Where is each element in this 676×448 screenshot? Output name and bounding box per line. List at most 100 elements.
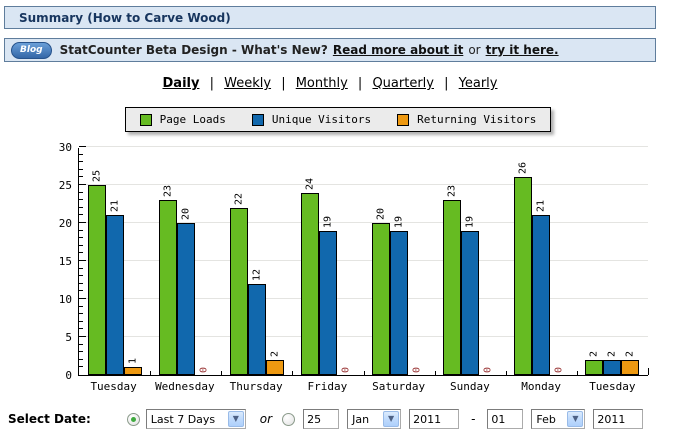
to-month-select[interactable]: Feb ▼ (531, 409, 586, 429)
y-axis-label: 20 (58, 217, 72, 230)
bar-slot: 19 (318, 148, 337, 375)
y-axis-tick (79, 298, 86, 299)
to-month-value: Feb (536, 412, 556, 426)
bar-value-label: 0 (340, 366, 352, 373)
y-axis-tick (79, 336, 86, 337)
legend-label: Unique Visitors (271, 113, 372, 126)
y-axis-tick (79, 260, 86, 261)
bar-value-label: 22 (233, 192, 245, 205)
from-year-input[interactable] (409, 409, 460, 429)
y-axis-tick (79, 214, 83, 216)
x-axis-label: Friday (307, 380, 348, 393)
bar-slot: 0 (408, 148, 426, 375)
y-axis-tick (79, 229, 83, 231)
y-axis-tick (79, 328, 83, 330)
legend-label: Returning Visitors (417, 113, 537, 126)
bar-unique-visitors (532, 215, 551, 375)
bar-slot: 24 (300, 148, 319, 375)
gridline (79, 336, 648, 337)
nav-separator: | (357, 76, 363, 91)
date-preset-select[interactable]: Last 7 Days ▼ (145, 409, 246, 429)
bar-value-label: 2 (624, 350, 636, 357)
from-month-select[interactable]: Jan ▼ (347, 409, 402, 429)
y-axis-label: 25 (58, 179, 72, 192)
to-day-input[interactable] (487, 409, 524, 429)
bar-page-loads (585, 359, 604, 375)
bar-value-label: 0 (553, 366, 565, 373)
y-axis-tick (79, 153, 83, 155)
chevron-down-icon: ▼ (567, 411, 584, 427)
bar-unique-visitors (318, 230, 337, 375)
nav-separator: | (444, 76, 449, 91)
gridline (79, 298, 648, 299)
bar-group: 22 12 2 (221, 148, 292, 375)
x-axis-tick (150, 371, 152, 375)
y-axis-tick (79, 252, 83, 254)
bar-slot: 12 (247, 148, 266, 375)
bar-group: 24 19 0 (292, 148, 363, 375)
legend-item: Unique Visitors (251, 113, 372, 126)
bar-slot: 22 (229, 148, 248, 375)
bar-slot: 0 (195, 148, 213, 375)
to-year-input[interactable] (593, 409, 644, 429)
gridline (79, 146, 648, 147)
bar-slot: 23 (443, 148, 462, 375)
nav-separator: | (209, 76, 214, 91)
select-date-row: Select Date: Last 7 Days ▼ or Jan ▼ - Fe… (0, 409, 676, 429)
preset-radio[interactable] (126, 412, 140, 426)
x-axis-tick (363, 371, 365, 375)
plot-area: 0 5 10 15 20 25 30 25 21 1 23 20 0 22 12 2 24 19 0 20 19 0 23 1… (59, 141, 649, 382)
y-axis-tick (79, 275, 83, 277)
nav-daily[interactable]: Daily (162, 76, 200, 91)
nav-quarterly[interactable]: Quarterly (372, 76, 434, 91)
legend-label: Page Loads (159, 113, 226, 126)
blog-message: StatCounter Beta Design - What's New? (59, 43, 328, 57)
bar-value-label: 26 (517, 162, 529, 175)
bar-page-loads (158, 200, 177, 375)
x-axis-tick (434, 371, 436, 375)
blog-conjunction: or (468, 43, 481, 57)
bar-slot: 2 (621, 148, 640, 375)
from-day-input[interactable] (303, 409, 340, 429)
read-more-link[interactable]: Read more about it (332, 43, 464, 57)
bar-value-label: 0 (482, 366, 494, 373)
bar-value-label: 25 (91, 169, 103, 182)
custom-range-radio[interactable] (282, 412, 296, 426)
bar-group: 23 20 0 (150, 148, 221, 375)
bar-slot: 19 (390, 148, 409, 375)
bar-slot: 0 (550, 148, 568, 375)
date-range-separator: - (471, 412, 476, 426)
bar-slot: 20 (372, 148, 391, 375)
y-axis-tick (79, 313, 83, 315)
nav-weekly[interactable]: Weekly (224, 76, 272, 91)
from-month-value: Jan (352, 412, 370, 426)
y-axis-label: 15 (58, 255, 72, 268)
bar-slot: 0 (479, 148, 497, 375)
bar-value-label: 21 (109, 200, 121, 213)
nav-yearly[interactable]: Yearly (458, 76, 498, 91)
x-axis-labels: Tuesday Wednesday Thursday Friday Saturday Su… (78, 380, 648, 393)
y-axis-tick (79, 146, 86, 147)
blog-notice-bar: Blog StatCounter Beta Design - What's Ne… (4, 38, 656, 62)
bar-slot: 19 (461, 148, 480, 375)
nav-monthly[interactable]: Monthly (295, 76, 348, 91)
bar-value-label: 2 (606, 350, 618, 357)
bar-value-label: 21 (535, 200, 547, 213)
bar-page-loads (372, 223, 391, 375)
try-it-here-link[interactable]: try it here. (485, 43, 559, 57)
bar-value-label: 0 (411, 366, 423, 373)
bar-value-label: 12 (251, 268, 263, 281)
y-axis-tick (79, 176, 83, 178)
bar-slot: 0 (337, 148, 355, 375)
bar-slot: 2 (585, 148, 604, 375)
x-axis-label: Thursday (229, 380, 283, 393)
x-axis-label: Saturday (372, 380, 426, 393)
gridline (79, 260, 648, 261)
summary-title-bar: Summary (How to Carve Wood) (4, 6, 656, 29)
bar-value-label: 1 (127, 358, 139, 365)
bar-chart: 0 5 10 15 20 25 30 25 21 1 23 20 0 22 12 2 24 19 0 20 19 0 23 1… (59, 141, 649, 382)
legend-swatch-icon (397, 113, 410, 126)
nav-separator: | (281, 76, 286, 91)
bar-value-label: 19 (464, 215, 476, 228)
